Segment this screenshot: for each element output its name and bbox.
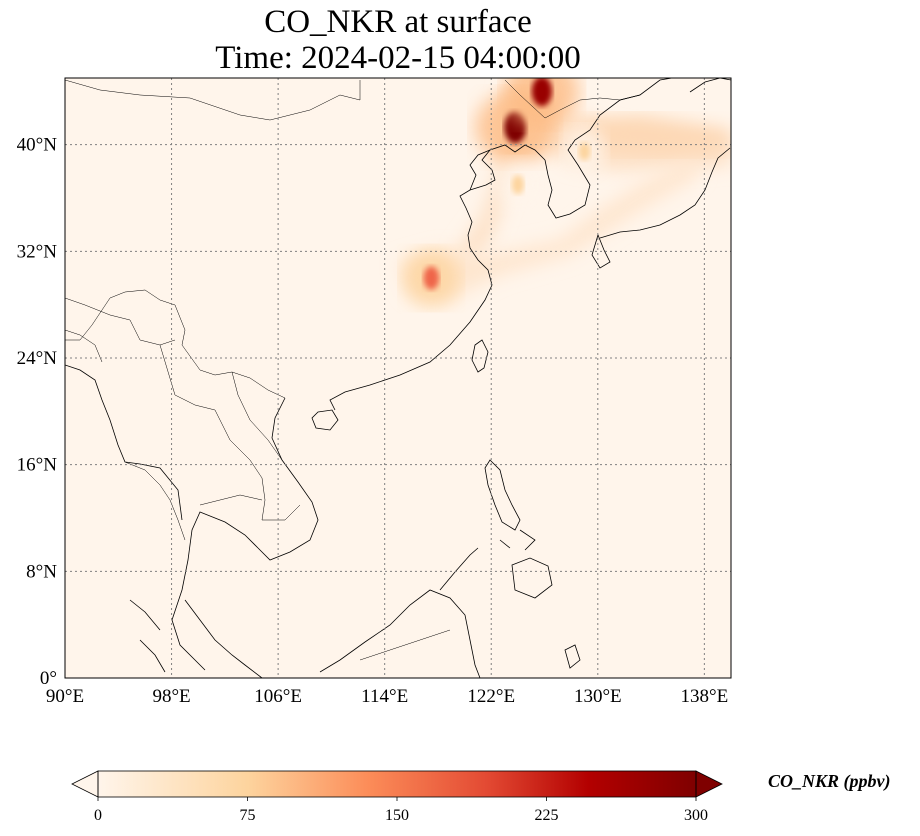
colorbar-extend-max	[695, 770, 723, 798]
coastline-sumatra	[129, 599, 581, 669]
x-tick-label: 130°E	[574, 686, 622, 707]
y-tick-label: 40°N	[17, 135, 58, 156]
colorbar-tick-label: 75	[240, 807, 256, 824]
x-tick-label: 106°E	[254, 686, 302, 707]
border-china-mongolia	[65, 79, 361, 121]
coastlines	[65, 78, 731, 678]
y-tick-label: 32°N	[17, 241, 58, 262]
coastline-bohai	[469, 149, 491, 191]
colorbar-label: CO_NKR (ppbv)	[768, 771, 891, 791]
map-frame	[64, 77, 732, 679]
country-borders	[65, 79, 621, 661]
coastline-hainan	[311, 409, 339, 431]
hotspot-core	[578, 142, 591, 161]
x-tick-label: 122°E	[467, 686, 515, 707]
coastline-china-east	[329, 144, 546, 411]
coastline-japan-honshu	[599, 147, 731, 239]
hotspot-core	[531, 78, 553, 107]
coastline-korea	[544, 94, 641, 219]
coastline-mindanao	[511, 557, 553, 599]
colorbar-gradient	[98, 771, 696, 797]
coastline-myanmar	[65, 364, 183, 521]
coastline-japan-hokkaido	[689, 78, 731, 93]
y-tick-label: 24°N	[17, 348, 58, 369]
coastline-luzon	[484, 459, 521, 531]
x-tick-label: 138°E	[681, 686, 729, 707]
title-line-1: CO_NKR at surface	[264, 4, 532, 40]
coastline-vietnam	[257, 397, 319, 561]
coastline-gulf-of-thailand	[171, 511, 259, 671]
border-china-russia	[504, 79, 621, 119]
plume-yellow-sea-band	[398, 160, 700, 300]
x-axis-ticks: 90°E 98°E 106°E 114°E 122°E 130°E 138°E	[46, 686, 728, 707]
gridlines	[65, 78, 731, 678]
hotspot-core	[511, 175, 525, 195]
border-thailand-cambodia	[199, 494, 263, 506]
x-tick-label: 114°E	[361, 686, 408, 707]
border-india-myanmar	[65, 289, 186, 346]
colorbar-tick-label: 0	[94, 807, 102, 824]
coastline-malay-peninsula	[139, 599, 263, 678]
colorbar: 0 75 150 225 300	[71, 770, 723, 824]
border-bangladesh	[65, 329, 103, 363]
border-myanmar-thailand	[124, 461, 186, 541]
colorbar-tick-label: 225	[535, 807, 559, 824]
border-laos-thailand	[159, 344, 266, 521]
hotspot-core	[423, 266, 440, 290]
plume-east-sea-band	[580, 115, 731, 155]
title-line-2: Time: 2024-02-15 04:00:00	[215, 40, 581, 76]
map-background	[65, 78, 731, 678]
chart-title: CO_NKR at surface Time: 2024-02-15 04:00…	[65, 4, 731, 76]
y-tick-label: 8°N	[26, 561, 57, 582]
colorbar-tick-label: 150	[385, 807, 409, 824]
colorbar-ticks: 0 75 150 225 300	[94, 797, 708, 824]
colorbar-tick-label: 300	[684, 807, 708, 824]
y-tick-label: 0°	[40, 668, 57, 689]
coastline-taiwan	[471, 339, 489, 373]
coastline-japan-kyushu	[591, 233, 611, 269]
x-tick-label: 98°E	[152, 686, 190, 707]
coastline-russia-okhotsk	[619, 78, 673, 101]
border-borneo-malaysia	[359, 629, 451, 661]
y-tick-label: 16°N	[17, 455, 58, 476]
coastline-palawan	[439, 547, 479, 591]
colorbar-extend-min	[71, 770, 99, 798]
coastline-visayas	[499, 529, 536, 551]
x-tick-label: 90°E	[46, 686, 84, 707]
y-axis-ticks: 0° 8°N 16°N 24°N 32°N 40°N	[17, 135, 58, 689]
coastline-borneo	[319, 589, 481, 678]
border-vietnam-laos	[231, 371, 301, 521]
